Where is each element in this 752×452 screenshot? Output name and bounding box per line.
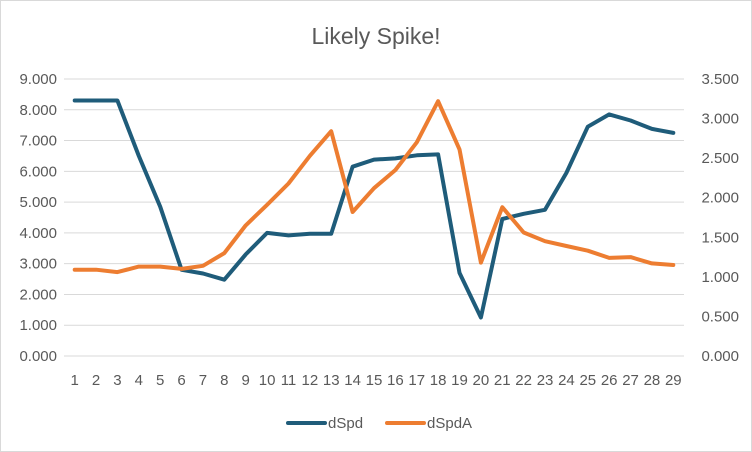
left-axis-tick-label: 5.000 <box>19 194 57 211</box>
left-axis-tick-label: 2.000 <box>19 286 57 303</box>
x-axis-tick-label: 25 <box>579 372 596 389</box>
right-axis-tick-label: 2.000 <box>701 190 739 207</box>
left-axis-tick-label: 6.000 <box>19 163 57 180</box>
x-axis: 1 2 3 4 5 6 7 8 9 10 11 12 13 14 15 16 17 18 19 20 21 22 23 24 2… <box>71 372 682 389</box>
series-line-dSpd <box>72 98 676 320</box>
x-axis-tick-label: 2 <box>92 372 100 389</box>
x-axis-tick-label: 1 <box>71 372 79 389</box>
x-axis-tick-label: 15 <box>366 372 383 389</box>
right-y-axis: 0.000 0.500 1.000 1.500 2.000 2.500 3.000 3.500 <box>701 71 739 365</box>
x-axis-tick-label: 28 <box>644 372 661 389</box>
left-y-axis: 0.000 1.000 2.000 3.000 4.000 5.000 6.000 7.000… <box>19 71 57 365</box>
right-axis-tick-label: 1.500 <box>701 229 739 246</box>
x-axis-tick-label: 14 <box>344 372 361 389</box>
chart-title: Likely Spike! <box>311 23 440 49</box>
left-axis-tick-label: 3.000 <box>19 256 57 273</box>
right-axis-tick-label: 0.500 <box>701 308 739 325</box>
right-axis-tick-label: 1.000 <box>701 269 739 286</box>
x-axis-tick-label: 29 <box>665 372 682 389</box>
legend: dSpd dSpdA <box>286 415 472 432</box>
left-axis-tick-label: 1.000 <box>19 317 57 334</box>
x-axis-tick-label: 26 <box>601 372 618 389</box>
right-axis-tick-label: 0.000 <box>701 348 739 365</box>
x-axis-tick-label: 5 <box>156 372 164 389</box>
x-axis-tick-label: 23 <box>537 372 554 389</box>
series-lines <box>72 98 676 320</box>
x-axis-tick-label: 12 <box>302 372 319 389</box>
left-axis-tick-label: 0.000 <box>19 348 57 365</box>
x-axis-tick-label: 4 <box>135 372 143 389</box>
left-axis-tick-label: 8.000 <box>19 102 57 119</box>
x-axis-tick-label: 22 <box>515 372 532 389</box>
left-axis-tick-label: 9.000 <box>19 71 57 88</box>
left-axis-tick-label: 4.000 <box>19 225 57 242</box>
x-axis-tick-label: 11 <box>281 372 297 389</box>
x-axis-tick-label: 6 <box>177 372 185 389</box>
legend-label-dSpd: dSpd <box>328 415 363 432</box>
gridlines <box>64 78 684 357</box>
x-axis-tick-label: 21 <box>494 372 511 389</box>
series-line-dSpdA <box>72 99 676 275</box>
x-axis-tick-label: 10 <box>259 372 276 389</box>
legend-label-dSpdA: dSpdA <box>427 415 472 432</box>
x-axis-tick-label: 18 <box>430 372 447 389</box>
x-axis-tick-label: 9 <box>242 372 250 389</box>
x-axis-tick-label: 20 <box>473 372 490 389</box>
x-axis-tick-label: 27 <box>622 372 639 389</box>
x-axis-tick-label: 17 <box>408 372 425 389</box>
x-axis-tick-label: 7 <box>199 372 207 389</box>
right-axis-tick-label: 3.500 <box>701 71 739 88</box>
x-axis-tick-label: 8 <box>220 372 228 389</box>
x-axis-tick-label: 13 <box>323 372 340 389</box>
x-axis-tick-label: 19 <box>451 372 468 389</box>
x-axis-tick-label: 3 <box>113 372 121 389</box>
x-axis-tick-label: 24 <box>558 372 575 389</box>
left-axis-tick-label: 7.000 <box>19 133 57 150</box>
x-axis-tick-label: 16 <box>387 372 404 389</box>
right-axis-tick-label: 2.500 <box>701 150 739 167</box>
right-axis-tick-label: 3.000 <box>701 111 739 128</box>
